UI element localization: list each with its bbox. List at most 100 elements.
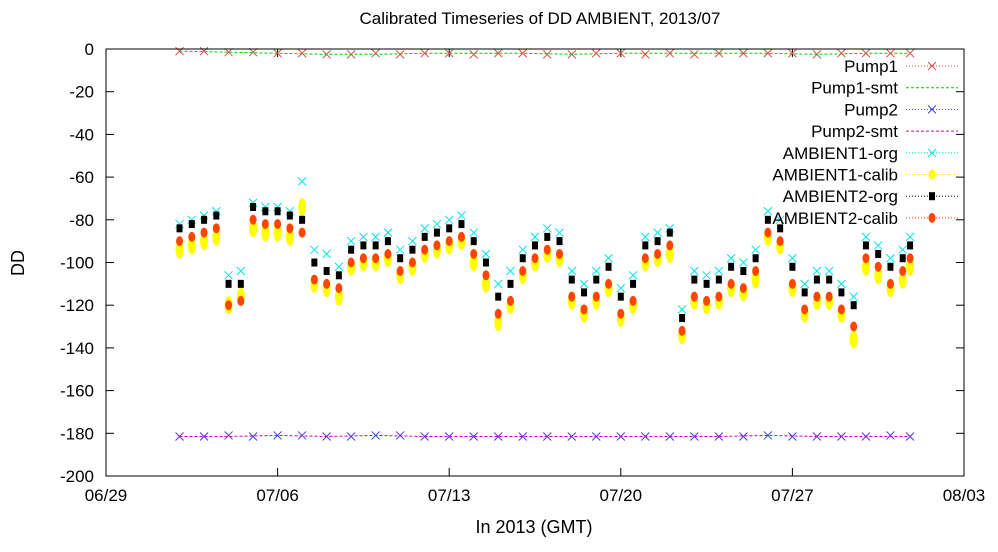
data-point (689, 266, 699, 276)
data-point (702, 270, 711, 280)
data-point (433, 228, 440, 237)
data-point (653, 228, 662, 237)
data-point (493, 432, 503, 441)
data-point (592, 291, 600, 302)
data-point (837, 279, 846, 289)
data-point (849, 330, 858, 349)
data-point (225, 300, 233, 311)
data-point (237, 279, 244, 288)
data-point (310, 274, 318, 285)
data-point (507, 279, 514, 288)
data-point (469, 432, 479, 441)
data-point (446, 224, 453, 233)
data-point (322, 249, 331, 259)
data-point (250, 202, 257, 211)
data-point (740, 267, 747, 276)
data-point (542, 223, 552, 233)
data-point (310, 245, 319, 255)
data-point (788, 48, 797, 58)
data-point (850, 321, 858, 332)
data-point (248, 47, 258, 57)
data-point (396, 266, 404, 277)
data-point (493, 279, 503, 289)
data-point (628, 270, 638, 280)
y-tick-label: -60 (69, 168, 94, 187)
data-point (298, 197, 307, 216)
data-point (579, 279, 589, 289)
data-point (298, 227, 306, 238)
data-point (777, 224, 784, 233)
data-point (581, 288, 588, 297)
data-point (666, 240, 674, 251)
legend-label: AMBIENT1-calib (772, 166, 898, 185)
data-point (927, 148, 937, 158)
data-point (323, 267, 330, 276)
data-point (408, 257, 416, 268)
data-point (433, 240, 441, 251)
data-point (506, 295, 514, 306)
legend-label: AMBIENT1-org (783, 144, 898, 163)
data-point (837, 304, 845, 315)
data-point (544, 232, 551, 241)
data-point (495, 292, 502, 301)
y-tick-label: 0 (85, 40, 94, 59)
data-point (212, 223, 220, 234)
data-point (727, 278, 735, 289)
x-tick-label: 06/29 (85, 486, 128, 505)
legend-label: Pump1 (844, 57, 898, 76)
data-point (261, 219, 269, 230)
data-point (568, 291, 576, 302)
y-tick-label: -20 (69, 83, 94, 102)
data-point (323, 278, 331, 289)
data-point (274, 207, 281, 216)
data-point (236, 266, 246, 276)
data-point (248, 432, 258, 441)
data-point (850, 301, 857, 310)
data-point (200, 227, 208, 238)
data-point (715, 291, 723, 302)
data-point (542, 49, 552, 59)
data-point (532, 241, 538, 250)
series-line (179, 434, 911, 438)
data-point (927, 105, 937, 114)
data-point (605, 278, 613, 289)
data-point (188, 220, 195, 229)
data-point (371, 232, 381, 242)
legend: Pump1 Pump1-smt Pump2 Pump2-smt AMBIENT1-org… (772, 57, 958, 228)
data-point (906, 253, 914, 264)
data-point (593, 275, 600, 284)
data-point (776, 236, 784, 247)
data-point (371, 48, 381, 58)
data-point (213, 211, 220, 220)
series-pump1-smt (179, 50, 911, 55)
data-point (689, 432, 699, 441)
data-point (481, 249, 491, 259)
series-line (179, 50, 911, 55)
data-point (714, 48, 724, 58)
data-point (679, 314, 686, 323)
data-point (580, 304, 588, 315)
data-point (739, 258, 748, 267)
data-point (928, 169, 936, 180)
legend-label: Pump2-smt (811, 122, 898, 141)
data-point (469, 49, 479, 59)
x-tick-label: 07/06 (256, 486, 299, 505)
data-point (420, 223, 430, 233)
data-point (530, 232, 540, 242)
data-point (494, 308, 502, 319)
data-point (384, 237, 391, 246)
data-point (237, 295, 245, 306)
data-point (678, 325, 686, 336)
data-point (927, 61, 937, 71)
data-point (728, 262, 735, 271)
data-point (519, 266, 527, 277)
data-point (286, 211, 293, 220)
data-point (764, 215, 771, 224)
data-point (274, 219, 282, 230)
data-point (470, 237, 477, 246)
x-tick-label: 07/27 (771, 486, 814, 505)
data-point (641, 253, 649, 264)
chart-title: Calibrated Timeseries of DD AMBIENT, 201… (360, 9, 721, 28)
data-point (715, 275, 722, 284)
data-point (199, 432, 209, 441)
